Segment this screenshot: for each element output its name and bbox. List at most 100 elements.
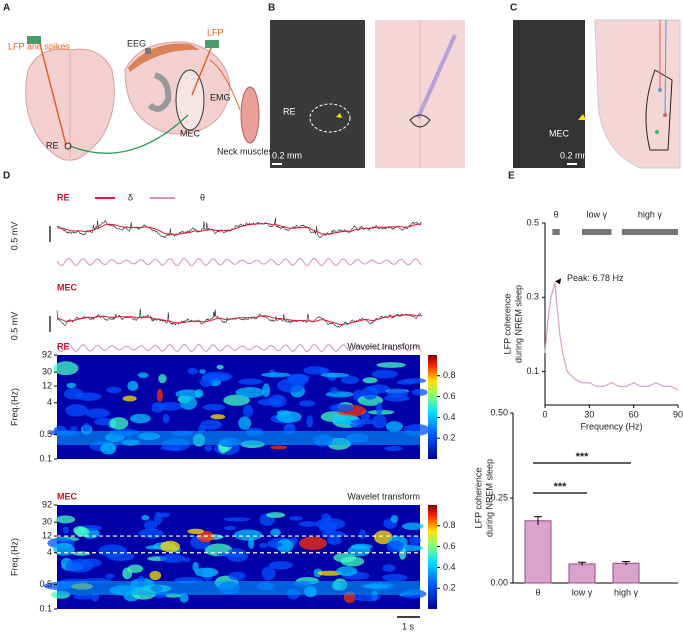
spectrogram-blob [411,388,428,396]
scale-label: 1 s [402,621,415,631]
x-tick-label: 0 [542,409,547,419]
delta-trace [56,223,422,235]
y-tick-label: 0.5 [526,217,539,227]
x-tick-label: high γ [614,587,639,597]
spectrogram-blob [371,369,398,379]
spectrogram-blob [306,415,314,428]
spectrogram-blob [357,394,383,406]
label: EMG [210,92,231,102]
wavelet-region: RE [57,341,70,351]
band-label: low γ [586,209,607,219]
label: RE [46,140,59,150]
annotation: Peak: 6.78 Hz [567,273,624,283]
spectrogram-blob [233,529,263,541]
colorbar [428,355,437,459]
spectrogram-blob [187,367,198,375]
x-tick-label: θ [535,587,540,597]
spectrogram-blob [352,594,381,602]
axis-label: Freq.(Hz) [9,388,19,426]
y-tick-label: 30 [42,366,52,376]
spectrogram-blob [384,445,403,451]
spectrogram-blob [162,413,170,424]
spectrogram-blob [145,545,160,550]
y-tick-label: 12 [42,380,52,390]
x-tick-label: 90 [673,409,683,419]
spectrogram-blob [376,362,406,368]
y-tick-label: 0.1 [526,366,539,376]
panel-label: B [268,3,275,14]
y-tick-label: 0.00 [490,577,508,587]
y-tick-label: 4 [47,397,52,407]
spectrogram-blob [327,536,342,545]
legend-label: θ [200,192,205,202]
spectrogram-blob [372,414,387,429]
spectrogram-blob [289,515,303,521]
spectrogram-blob [187,528,204,535]
spectrogram-blob [223,517,251,522]
y-tick-label: 0.1 [39,453,52,463]
spectrogram-blob [192,561,199,572]
spectrogram-blob [401,522,424,530]
spectrogram-blob [65,404,88,417]
spectrogram-blob [373,530,393,545]
panel-label: A [3,3,10,14]
spectrogram-blob [73,594,94,600]
spectrogram-blob [182,557,191,563]
spectrogram-blob [156,388,163,402]
y-axis-label: LFP coherence [473,468,483,529]
scale-label: 0.5 mV [9,222,19,251]
scale-label: 0.2 mm [272,150,302,160]
panel-label: D [3,171,10,182]
spectrogram-blob [105,573,115,579]
spectrogram-blob [358,529,367,540]
spectrogram-blob [216,364,224,370]
spectrogram-blob [144,520,158,530]
y-tick-label: 0.5 [39,429,52,439]
theta-trace [56,343,423,353]
spectrogram-blob [160,540,181,553]
trace-region: MEC [57,282,78,292]
spectrogram-blob [109,417,129,430]
spectrogram-blob [261,566,276,581]
y-axis-label: LFP coherence [502,294,512,355]
spectrogram-blob [94,417,114,426]
label: EEG [127,38,146,48]
y-tick-label: 0.25 [490,492,508,502]
spectrogram-blob [228,571,246,581]
spectrogram-blob [160,554,185,563]
spectrogram-blob [75,392,102,401]
colorbar [428,505,437,609]
spectrogram-blob [149,570,162,581]
spectrogram-blob [276,411,302,423]
spectrogram-blob [340,375,359,385]
panel-b-illustration [270,20,465,168]
spectrogram-blob [122,395,137,402]
spectrogram-blob [122,567,133,580]
y-axis-label: during NREM sleep [484,459,494,537]
spectrogram-blob [350,419,377,425]
spectrogram-blob [130,413,151,424]
spectrogram-blob [202,403,226,411]
spectrogram-blob [385,421,403,432]
spectrogram-blob [200,419,222,430]
spectrogram-blob [269,542,283,548]
spectrogram-blob [243,404,254,418]
spectrogram-blob [382,573,408,582]
spectrogram-blob [270,445,288,450]
spectrogram-blob [350,543,373,550]
spectrogram-blob [199,369,206,374]
significance-label: *** [576,451,590,463]
y-tick-label: 0.3 [526,292,539,302]
y-tick-label: 92 [42,349,52,359]
label: LFP [207,27,224,37]
band-label: θ [554,209,559,219]
colorbar-tick-label: 0.4 [443,412,456,422]
colorbar-tick-label: 0.4 [443,562,456,572]
band-bar [581,229,612,235]
spectrogram-blob [262,383,271,398]
bar [612,562,640,584]
colorbar-tick-label: 0.6 [443,391,456,401]
spectrogram-blob [268,394,287,408]
spectrogram-blob [396,379,416,385]
